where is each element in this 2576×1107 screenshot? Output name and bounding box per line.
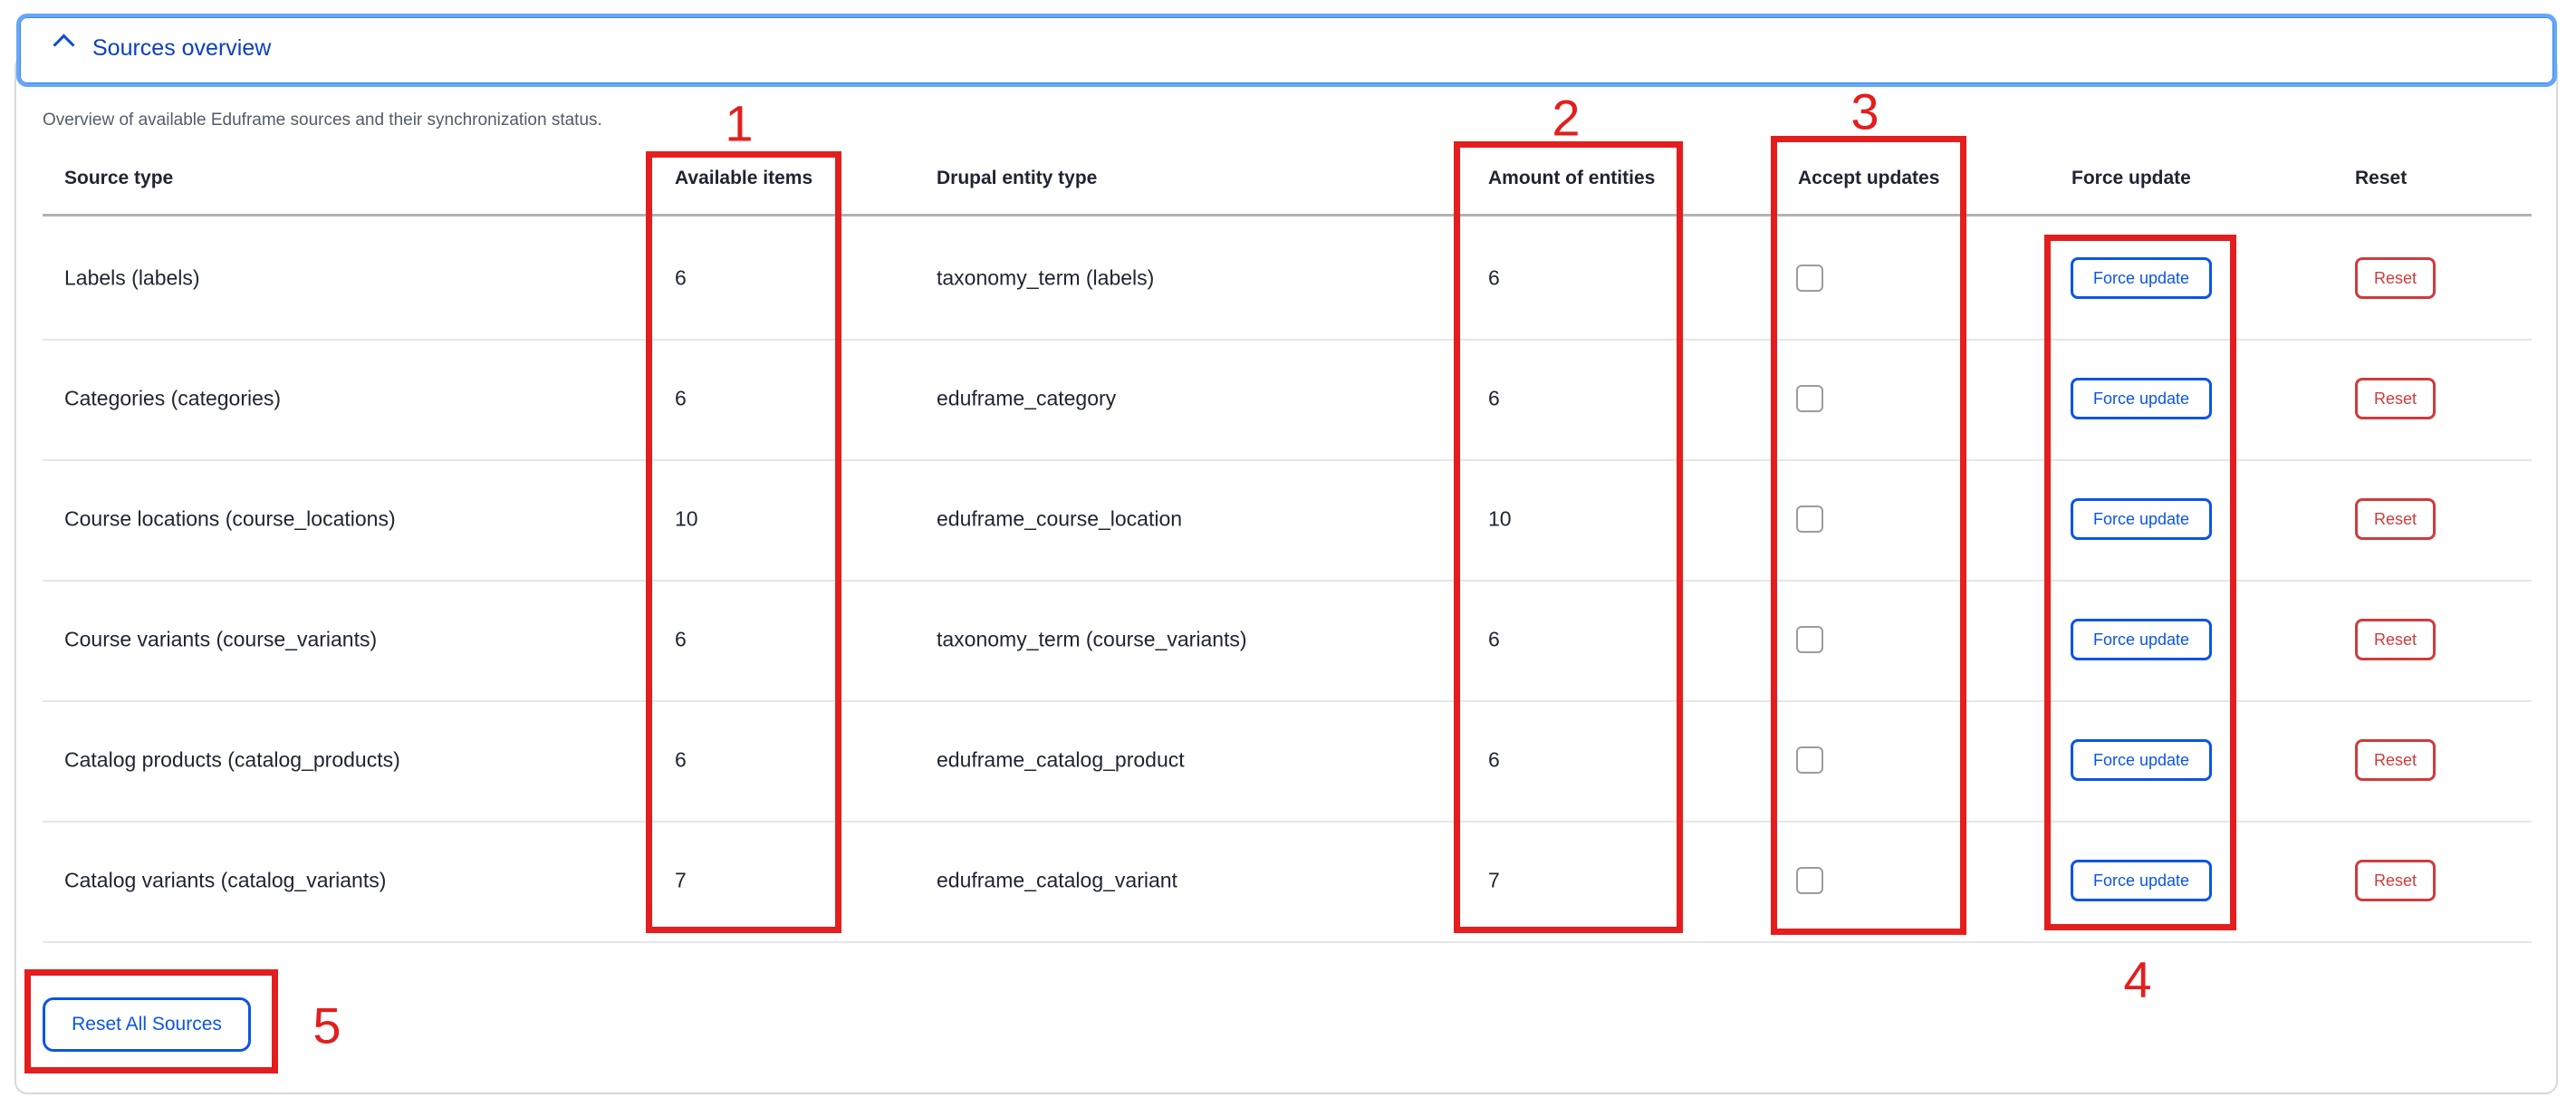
annotation-box-4 <box>2044 235 2236 930</box>
annotation-box-2 <box>1454 141 1683 933</box>
force-update-button[interactable]: Force update <box>2071 739 2212 781</box>
available-items-cell: 6 <box>675 265 687 290</box>
reset-button[interactable]: Reset <box>2355 739 2436 781</box>
row-divider <box>43 339 2532 341</box>
entity-type-cell: taxonomy_term (course_variants) <box>937 627 1247 651</box>
accept-updates-checkbox[interactable] <box>1796 867 1823 894</box>
column-header-amount-of-entities: Amount of entities <box>1488 168 1656 188</box>
force-update-button[interactable]: Force update <box>2071 860 2212 901</box>
reset-all-sources-button[interactable]: Reset All Sources <box>43 997 251 1052</box>
column-header-force-update: Force update <box>2071 168 2191 188</box>
force-update-button[interactable]: Force update <box>2071 378 2212 419</box>
reset-button[interactable]: Reset <box>2355 498 2436 540</box>
column-header-reset: Reset <box>2355 168 2408 188</box>
entity-type-cell: eduframe_catalog_variant <box>937 868 1177 892</box>
annotation-box-3 <box>1771 136 1966 935</box>
amount-cell: 6 <box>1488 265 1500 290</box>
row-divider <box>43 941 2532 943</box>
annotation-box-5 <box>24 969 278 1073</box>
amount-cell: 10 <box>1488 506 1512 531</box>
row-divider <box>43 821 2532 823</box>
amount-cell: 6 <box>1488 627 1500 651</box>
accept-updates-checkbox[interactable] <box>1796 746 1823 774</box>
source-type-cell: Course locations (course_locations) <box>64 506 396 531</box>
source-type-cell: Catalog products (catalog_products) <box>64 747 400 772</box>
annotation-box-1 <box>646 151 841 933</box>
reset-button[interactable]: Reset <box>2355 619 2436 660</box>
column-header-accept-updates: Accept updates <box>1798 168 1940 188</box>
reset-button[interactable]: Reset <box>2355 378 2436 419</box>
amount-cell: 6 <box>1488 747 1500 772</box>
row-divider <box>43 580 2532 582</box>
column-header-available-items: Available items <box>675 168 813 188</box>
entity-type-cell: eduframe_category <box>937 386 1117 410</box>
accept-updates-checkbox[interactable] <box>1796 385 1823 412</box>
accept-updates-checkbox[interactable] <box>1796 626 1823 653</box>
available-items-cell: 6 <box>675 627 687 651</box>
source-type-cell: Catalog variants (catalog_variants) <box>64 868 387 892</box>
entity-type-cell: eduframe_course_location <box>937 506 1183 531</box>
section-title: Sources overview <box>92 35 272 61</box>
entity-type-cell: taxonomy_term (labels) <box>937 265 1155 290</box>
force-update-button[interactable]: Force update <box>2071 498 2212 540</box>
force-update-button[interactable]: Force update <box>2071 257 2212 299</box>
force-update-button[interactable]: Force update <box>2071 619 2212 660</box>
reset-button[interactable]: Reset <box>2355 860 2436 901</box>
row-divider <box>43 700 2532 702</box>
available-items-cell: 6 <box>675 386 687 410</box>
source-type-cell: Categories (categories) <box>64 386 282 410</box>
column-header-drupal-entity-type: Drupal entity type <box>937 168 1098 188</box>
header-divider <box>43 214 2532 217</box>
source-type-cell: Course variants (course_variants) <box>64 627 378 651</box>
available-items-cell: 10 <box>675 506 698 531</box>
source-type-cell: Labels (labels) <box>64 265 200 290</box>
column-header-source-type: Source type <box>64 168 174 188</box>
section-description: Overview of available Eduframe sources a… <box>43 111 602 130</box>
available-items-cell: 7 <box>675 868 687 892</box>
entity-type-cell: eduframe_catalog_product <box>937 747 1185 772</box>
available-items-cell: 6 <box>675 747 687 772</box>
accept-updates-checkbox[interactable] <box>1796 505 1823 533</box>
amount-cell: 6 <box>1488 386 1500 410</box>
amount-cell: 7 <box>1488 868 1500 892</box>
annotation-label-4: 4 <box>2123 950 2152 1008</box>
sources-overview-toggle[interactable]: Sources overview <box>16 14 2557 87</box>
accept-updates-checkbox[interactable] <box>1796 265 1823 292</box>
reset-button[interactable]: Reset <box>2355 257 2436 299</box>
annotation-label-2: 2 <box>1552 89 1581 147</box>
chevron-up-icon <box>53 34 75 56</box>
annotation-label-3: 3 <box>1850 82 1879 140</box>
row-divider <box>43 459 2532 461</box>
annotation-label-1: 1 <box>725 94 754 152</box>
annotation-label-5: 5 <box>312 996 341 1054</box>
